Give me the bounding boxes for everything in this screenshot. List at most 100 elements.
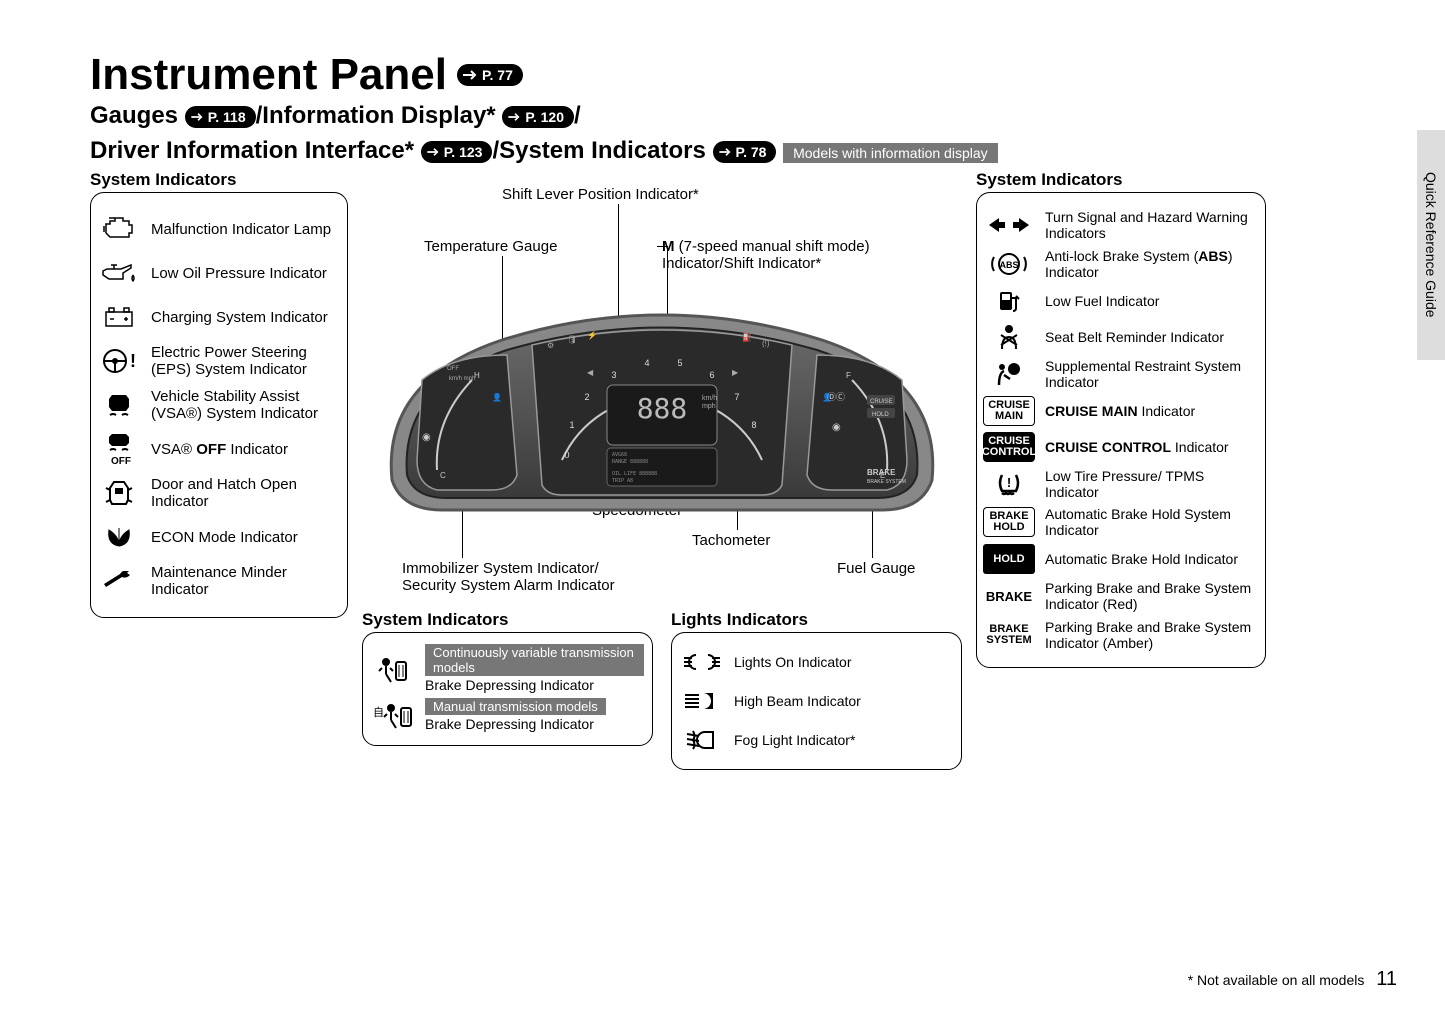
indicator-label: High Beam Indicator — [734, 693, 861, 709]
indicator-label: Charging System Indicator — [151, 309, 328, 326]
airbag-icon — [983, 359, 1035, 389]
indicator-label: Parking Brake and Brake System Indicator… — [1045, 619, 1257, 651]
svg-text:自: 自 — [373, 706, 384, 719]
vsa-icon — [97, 387, 141, 423]
high-beam-icon — [680, 683, 724, 719]
svg-text:7: 7 — [734, 392, 739, 402]
battery-icon — [97, 299, 141, 335]
svg-text:4: 4 — [644, 358, 649, 368]
indicator-label: Door and Hatch Open Indicator — [151, 476, 339, 511]
indicator-label: VSA® OFF Indicator — [151, 441, 288, 458]
model-tag: Models with information display — [783, 143, 998, 163]
callout-shift-lever: Shift Lever Position Indicator* — [502, 186, 699, 203]
svg-text:BRAKE SYSTEM: BRAKE SYSTEM — [867, 479, 906, 485]
brake-red-icon: BRAKE — [983, 581, 1035, 611]
lights-title: Lights Indicators — [671, 610, 962, 630]
svg-text:HOLD: HOLD — [872, 412, 889, 418]
svg-text:ABS: ABS — [999, 260, 1018, 270]
svg-text:3: 3 — [611, 370, 616, 380]
hold-icon: HOLD — [983, 544, 1035, 574]
svg-text:🛢: 🛢 — [567, 335, 577, 344]
indicator-row-oil: Low Oil Pressure Indicator — [97, 255, 339, 291]
indicator-label: CRUISE CONTROL Indicator — [1045, 439, 1229, 455]
svg-text:0: 0 — [564, 450, 569, 460]
lights-on-icon — [680, 644, 724, 680]
svg-text:BRAKE: BRAKE — [867, 468, 896, 477]
svg-text:8: 8 — [751, 420, 756, 430]
turn-signal-icon — [983, 210, 1035, 240]
indicator-row-maint: Maintenance Minder Indicator — [97, 563, 339, 599]
indicator-row-eps: ! Electric Power Steering (EPS) System In… — [97, 343, 339, 379]
vsa-off-icon: OFF — [97, 431, 141, 467]
indicator-label: Automatic Brake Hold System Indicator — [1045, 506, 1257, 538]
center-sys-box-wrap: System Indicators Continuously variable … — [362, 610, 653, 770]
brake-pedal-icon — [371, 652, 415, 688]
svg-text:ⒹⒸ: ⒹⒸ — [827, 392, 845, 402]
svg-text:◉: ◉ — [832, 422, 841, 433]
indicator-label: Malfunction Indicator Lamp — [151, 221, 331, 238]
svg-text:!: ! — [130, 351, 136, 371]
oil-can-icon — [97, 255, 141, 291]
indicator-label: Fog Light Indicator* — [734, 732, 855, 748]
page-footer: * Not available on all models 11 — [1188, 968, 1397, 991]
cvt-tag: Continuously variable transmission model… — [425, 644, 644, 676]
lights-box: Lights On Indicator High Beam Indicator … — [671, 632, 962, 770]
indicator-row-vsa: Vehicle Stability Assist (VSA®) System I… — [97, 387, 339, 423]
svg-text:OIL LIFE 888888: OIL LIFE 888888 — [612, 471, 657, 477]
brake-hold-sys-icon: BRAKEHOLD — [983, 507, 1035, 537]
svg-text:5: 5 — [677, 358, 682, 368]
pill-driver-info: P. 123 — [421, 141, 493, 163]
wrench-icon — [97, 563, 141, 599]
cruise-control-icon: CRUISECONTROL — [983, 432, 1035, 462]
svg-text:OFF: OFF — [447, 366, 459, 372]
indicator-label: Automatic Brake Hold Indicator — [1045, 551, 1238, 567]
brake-system-amber-icon: BRAKESYSTEM — [983, 620, 1035, 650]
svg-text:1: 1 — [569, 420, 574, 430]
indicator-label: Maintenance Minder Indicator — [151, 564, 339, 599]
pill-gauges: P. 118 — [185, 106, 256, 128]
svg-text:CRUISE: CRUISE — [870, 399, 893, 405]
indicator-row-econ: ECON Mode Indicator — [97, 519, 339, 555]
page-ref-pill: P. 77 — [457, 64, 523, 86]
fuel-pump-icon — [983, 286, 1035, 316]
callout-fuel: Fuel Gauge — [837, 560, 915, 577]
right-indicator-box: Turn Signal and Hazard Warning Indicator… — [976, 192, 1266, 667]
svg-text:C: C — [440, 471, 446, 480]
svg-text:◀: ◀ — [587, 368, 594, 377]
indicator-row-battery: Charging System Indicator — [97, 299, 339, 335]
svg-text:(!): (!) — [762, 339, 770, 348]
callout-m-mode: M (7-speed manual shift mode) Indicator/… — [662, 238, 952, 272]
footnote: * Not available on all models — [1188, 972, 1365, 988]
svg-text:⚡: ⚡ — [587, 330, 597, 340]
center-column: Shift Lever Position Indicator* Temperat… — [362, 170, 962, 770]
indicator-label: Parking Brake and Brake System Indicator… — [1045, 580, 1257, 612]
indicator-label: Low Fuel Indicator — [1045, 293, 1159, 309]
svg-text:👤: 👤 — [492, 392, 502, 402]
indicator-label: Low Oil Pressure Indicator — [151, 265, 327, 282]
lights-box-wrap: Lights Indicators Lights On Indicator Hi… — [671, 610, 962, 770]
indicator-label: Lights On Indicator — [734, 654, 852, 670]
svg-text:AVG68: AVG68 — [612, 452, 627, 458]
cruise-main-icon: CRUISEMAIN — [983, 396, 1035, 426]
indicator-label: Electric Power Steering (EPS) System Ind… — [151, 344, 339, 379]
svg-text:⛽: ⛽ — [742, 332, 752, 342]
indicator-label: Vehicle Stability Assist (VSA®) System I… — [151, 388, 339, 423]
svg-text:6: 6 — [709, 370, 714, 380]
abs-icon: ABS — [983, 249, 1035, 279]
svg-text:888: 888 — [637, 392, 688, 425]
subheading: Gauges P. 118/Information Display* P. 12… — [90, 102, 783, 164]
center-sys-title: System Indicators — [362, 610, 653, 630]
callout-immob: Immobilizer System Indicator/ Security S… — [402, 560, 652, 594]
svg-text:▶: ▶ — [732, 368, 739, 377]
pill-info-display: P. 120 — [502, 106, 574, 128]
right-box-title: System Indicators — [976, 170, 1266, 190]
indicator-label: CRUISE MAIN Indicator — [1045, 403, 1195, 419]
svg-text:OFF: OFF — [111, 456, 131, 466]
brake-pedal-manual-icon: 自 — [371, 698, 415, 734]
svg-text:TRIP A8: TRIP A8 — [612, 478, 633, 484]
check-engine-icon — [97, 211, 141, 247]
svg-text:RANGE 888888: RANGE 888888 — [612, 459, 648, 465]
indicator-label: Seat Belt Reminder Indicator — [1045, 329, 1224, 345]
indicator-label: Turn Signal and Hazard Warning Indicator… — [1045, 209, 1257, 241]
indicator-row-mil: Malfunction Indicator Lamp — [97, 211, 339, 247]
